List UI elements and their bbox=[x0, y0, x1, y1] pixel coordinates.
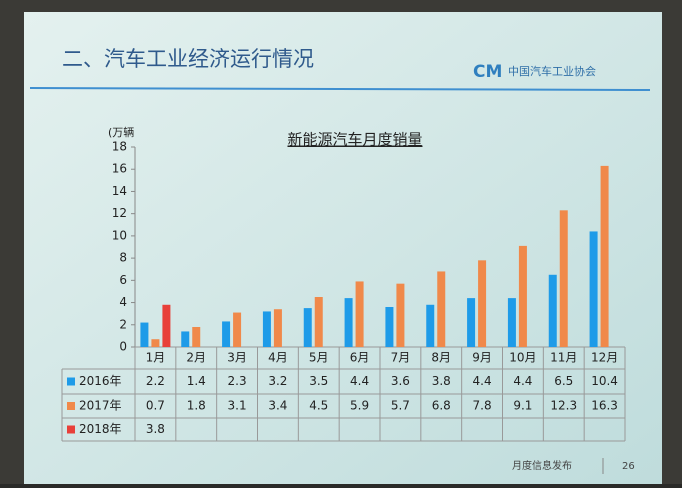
y-tick-label: 6 bbox=[119, 273, 127, 287]
table-value: 10.4 bbox=[591, 374, 618, 388]
bar bbox=[426, 304, 435, 347]
header-rule bbox=[29, 87, 651, 91]
legend-label: 2017年 bbox=[79, 399, 122, 413]
legend-swatch bbox=[67, 425, 75, 434]
x-tick-label: 8月 bbox=[431, 351, 451, 365]
bar bbox=[314, 297, 323, 347]
x-tick-label: 2月 bbox=[186, 351, 206, 365]
table-value: 6.8 bbox=[432, 399, 451, 413]
table-value: 7.8 bbox=[473, 399, 492, 413]
logo-text: 中国汽车工业协会 bbox=[508, 64, 596, 78]
bar bbox=[589, 231, 598, 347]
bar bbox=[162, 304, 171, 347]
table-value: 4.4 bbox=[513, 374, 532, 388]
chart-title: 新能源汽车月度销量 bbox=[287, 131, 422, 149]
logo-mark: CM bbox=[473, 62, 502, 82]
x-tick-label: 10月 bbox=[509, 351, 536, 365]
x-tick-label: 3月 bbox=[227, 351, 247, 365]
table-value: 12.3 bbox=[550, 399, 577, 413]
bar bbox=[233, 312, 242, 347]
bar bbox=[478, 260, 487, 347]
bar bbox=[559, 210, 568, 347]
x-tick-label: 6月 bbox=[350, 351, 370, 365]
x-tick-label: 7月 bbox=[391, 351, 411, 365]
bar bbox=[385, 307, 394, 347]
bar bbox=[355, 281, 364, 347]
footer-text: 月度信息发布 bbox=[512, 459, 572, 472]
bar bbox=[467, 298, 476, 347]
x-tick-label: 11月 bbox=[550, 351, 577, 365]
table-value: 2.3 bbox=[228, 374, 247, 388]
legend-label: 2016年 bbox=[79, 374, 122, 388]
table-value: 3.5 bbox=[309, 374, 328, 388]
x-tick-label: 9月 bbox=[472, 351, 492, 365]
y-tick-label: 10 bbox=[112, 228, 127, 242]
bar bbox=[437, 271, 446, 347]
y-tick-label: 14 bbox=[112, 184, 127, 198]
table-value: 0.7 bbox=[146, 399, 165, 413]
bar bbox=[192, 327, 201, 347]
x-tick-label: 5月 bbox=[309, 351, 329, 365]
table-value: 1.4 bbox=[187, 374, 206, 388]
table-value: 16.3 bbox=[591, 399, 618, 413]
bar bbox=[140, 322, 149, 347]
table-value: 3.4 bbox=[268, 399, 287, 413]
y-tick-label: 2 bbox=[119, 317, 127, 331]
y-tick-label: 12 bbox=[112, 206, 127, 220]
y-tick-label: 4 bbox=[119, 295, 127, 309]
table-value: 3.1 bbox=[228, 399, 247, 413]
table-value: 5.9 bbox=[350, 399, 369, 413]
y-tick-label: 8 bbox=[119, 251, 127, 265]
bar bbox=[273, 309, 282, 347]
slide-title: 二、汽车工业经济运行情况 bbox=[62, 47, 314, 71]
table-value: 3.8 bbox=[432, 374, 451, 388]
y-axis-label: (万辆 bbox=[108, 125, 134, 139]
bar bbox=[303, 308, 312, 347]
bar bbox=[600, 165, 609, 347]
table-value: 4.4 bbox=[350, 374, 369, 388]
bar bbox=[222, 321, 231, 347]
bar bbox=[507, 298, 516, 347]
bar bbox=[181, 331, 190, 347]
bar bbox=[518, 245, 527, 347]
bar bbox=[151, 339, 160, 347]
bar bbox=[262, 311, 271, 347]
table-value: 4.5 bbox=[309, 399, 328, 413]
page-number: 26 bbox=[622, 461, 635, 472]
table-value: 5.7 bbox=[391, 399, 410, 413]
y-tick-label: 16 bbox=[112, 162, 127, 176]
y-tick-label: 18 bbox=[112, 140, 127, 154]
table-value: 3.2 bbox=[268, 374, 287, 388]
y-tick-label: 0 bbox=[119, 340, 127, 354]
bar bbox=[344, 298, 353, 347]
table-value: 3.8 bbox=[146, 422, 165, 436]
x-tick-label: 12月 bbox=[591, 351, 618, 365]
x-tick-label: 4月 bbox=[268, 351, 288, 365]
x-tick-label: 1月 bbox=[146, 351, 166, 365]
table-value: 2.2 bbox=[146, 374, 165, 388]
bar bbox=[548, 274, 557, 347]
table-value: 1.8 bbox=[187, 399, 206, 413]
table-value: 6.5 bbox=[554, 374, 573, 388]
legend-swatch bbox=[67, 402, 75, 410]
legend-label: 2018年 bbox=[79, 422, 122, 436]
legend-swatch bbox=[67, 377, 75, 386]
table-value: 3.6 bbox=[391, 374, 410, 388]
table-value: 9.1 bbox=[513, 399, 532, 413]
bar bbox=[396, 283, 405, 347]
table-value: 4.4 bbox=[473, 374, 492, 388]
